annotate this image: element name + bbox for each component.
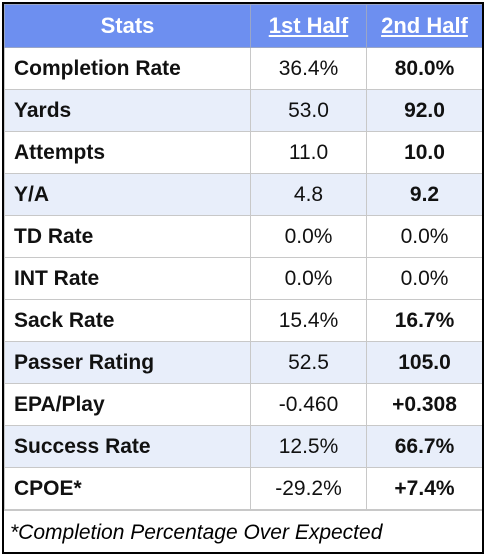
second-half-value: 105.0 [366, 341, 482, 384]
first-half-value: 15.4% [250, 299, 367, 342]
first-half-value: 53.0 [250, 89, 367, 132]
table-row: Sack Rate 15.4% 16.7% [4, 299, 482, 342]
table-row: CPOE* -29.2% +7.4% [4, 467, 482, 510]
table-row: Passer Rating 52.5 105.0 [4, 341, 482, 384]
first-half-value: 4.8 [250, 173, 367, 216]
table-row: Y/A 4.8 9.2 [4, 173, 482, 216]
row-label: Completion Rate [4, 47, 251, 90]
table-row: Attempts 11.0 10.0 [4, 131, 482, 174]
table-header-row: Stats 1st Half 2nd Half [4, 4, 482, 48]
second-half-value: +0.308 [366, 383, 482, 426]
second-half-value: 0.0% [366, 257, 482, 300]
first-half-value: 0.0% [250, 257, 367, 300]
header-first-half: 1st Half [250, 4, 367, 48]
footnote: *Completion Percentage Over Expected [4, 510, 482, 552]
second-half-value: 0.0% [366, 215, 482, 258]
row-label: INT Rate [4, 257, 251, 300]
row-label: Yards [4, 89, 251, 132]
second-half-value: 80.0% [366, 47, 482, 90]
row-label: Success Rate [4, 425, 251, 468]
second-half-value: 16.7% [366, 299, 482, 342]
second-half-value: 92.0 [366, 89, 482, 132]
first-half-value: 12.5% [250, 425, 367, 468]
row-label: CPOE* [4, 467, 251, 510]
row-label: TD Rate [4, 215, 251, 258]
table-row: Completion Rate 36.4% 80.0% [4, 47, 482, 90]
second-half-value: 66.7% [366, 425, 482, 468]
header-stats: Stats [4, 4, 251, 48]
table-row: TD Rate 0.0% 0.0% [4, 215, 482, 258]
row-label: Attempts [4, 131, 251, 174]
second-half-value: 10.0 [366, 131, 482, 174]
stats-table: Stats 1st Half 2nd Half Completion Rate … [4, 4, 482, 510]
table-row: Success Rate 12.5% 66.7% [4, 425, 482, 468]
first-half-value: 11.0 [250, 131, 367, 174]
second-half-value: +7.4% [366, 467, 482, 510]
first-half-value: 36.4% [250, 47, 367, 90]
table-row: Yards 53.0 92.0 [4, 89, 482, 132]
table-row: EPA/Play -0.460 +0.308 [4, 383, 482, 426]
row-label: Sack Rate [4, 299, 251, 342]
table-row: INT Rate 0.0% 0.0% [4, 257, 482, 300]
second-half-value: 9.2 [366, 173, 482, 216]
stats-table-card: Stats 1st Half 2nd Half Completion Rate … [2, 2, 484, 554]
first-half-value: -0.460 [250, 383, 367, 426]
row-label: Passer Rating [4, 341, 251, 384]
first-half-value: 0.0% [250, 215, 367, 258]
first-half-value: -29.2% [250, 467, 367, 510]
header-second-half: 2nd Half [366, 4, 482, 48]
first-half-value: 52.5 [250, 341, 367, 384]
row-label: Y/A [4, 173, 251, 216]
row-label: EPA/Play [4, 383, 251, 426]
